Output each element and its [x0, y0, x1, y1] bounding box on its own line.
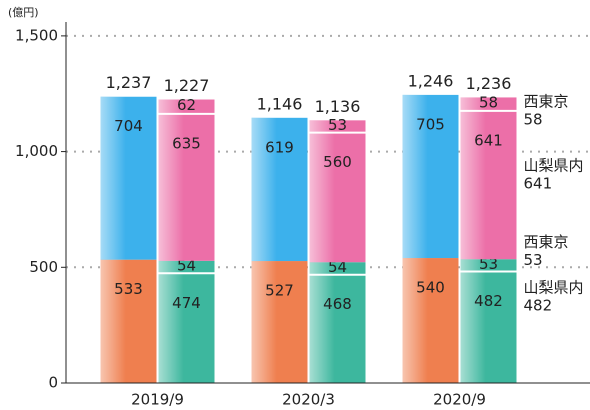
- unit-label: (億円): [8, 6, 39, 19]
- series-annotation: 山梨県内: [524, 279, 584, 297]
- bar-shine: [309, 262, 366, 275]
- segment-label: 468: [323, 295, 352, 313]
- bar-shine: [460, 271, 517, 383]
- y-tick-label: 1,000: [15, 142, 58, 160]
- segment-label: 619: [265, 138, 294, 156]
- segment-label: 527: [265, 282, 294, 300]
- segment-label: 635: [172, 134, 201, 152]
- segment-label: 54: [177, 257, 196, 275]
- total-label: 1,236: [466, 74, 512, 93]
- bar-shine: [158, 99, 215, 114]
- segment-label: 62: [177, 96, 196, 114]
- bar-shine: [100, 96, 157, 260]
- y-tick-label: 0: [48, 374, 58, 392]
- series-annotation: 西東京: [524, 233, 569, 251]
- bar-shine: [460, 97, 517, 111]
- total-label: 1,237: [106, 73, 152, 92]
- bar-shine: [158, 273, 215, 383]
- x-tick-label: 2020/3: [282, 391, 335, 409]
- total-label: 1,146: [257, 94, 303, 113]
- y-tick-label: 500: [29, 258, 58, 276]
- segment-label: 560: [323, 153, 352, 171]
- bar-shine: [309, 132, 366, 263]
- series-annotation: 山梨県内: [524, 157, 584, 175]
- bar-shine: [402, 94, 459, 259]
- x-tick-label: 2020/9: [433, 391, 486, 409]
- bar-shine: [251, 261, 308, 383]
- segment-label: 641: [474, 131, 503, 149]
- segment-label: 705: [416, 115, 445, 133]
- series-annotation-value: 482: [524, 297, 553, 315]
- bar-shine: [251, 117, 308, 262]
- series-annotation-value: 53: [524, 251, 543, 269]
- bar-shine: [158, 113, 215, 261]
- total-label: 1,246: [408, 71, 454, 90]
- series-annotation: 西東京: [524, 93, 569, 111]
- bar-shine: [402, 258, 459, 383]
- segment-label: 474: [172, 294, 201, 312]
- series-annotation-value: 58: [524, 111, 543, 129]
- bar-shine: [158, 260, 215, 274]
- segment-label: 53: [328, 116, 347, 134]
- segment-label: 53: [479, 255, 498, 273]
- x-tick-label: 2019/9: [131, 391, 184, 409]
- bar-shine: [309, 274, 366, 383]
- total-label: 1,136: [315, 97, 361, 116]
- total-label: 1,227: [164, 76, 210, 95]
- segment-label: 58: [479, 94, 498, 112]
- y-tick-label: 1,500: [15, 26, 58, 44]
- bar-shine: [100, 259, 157, 383]
- bar-shine: [460, 110, 517, 260]
- bar-shine: [460, 259, 517, 272]
- series-annotation-value: 641: [524, 175, 553, 193]
- segment-label: 540: [416, 279, 445, 297]
- bar-shine: [309, 120, 366, 133]
- segment-label: 704: [114, 117, 143, 135]
- segment-label: 54: [328, 258, 347, 276]
- segment-label: 482: [474, 292, 503, 310]
- segment-label: 533: [114, 280, 143, 298]
